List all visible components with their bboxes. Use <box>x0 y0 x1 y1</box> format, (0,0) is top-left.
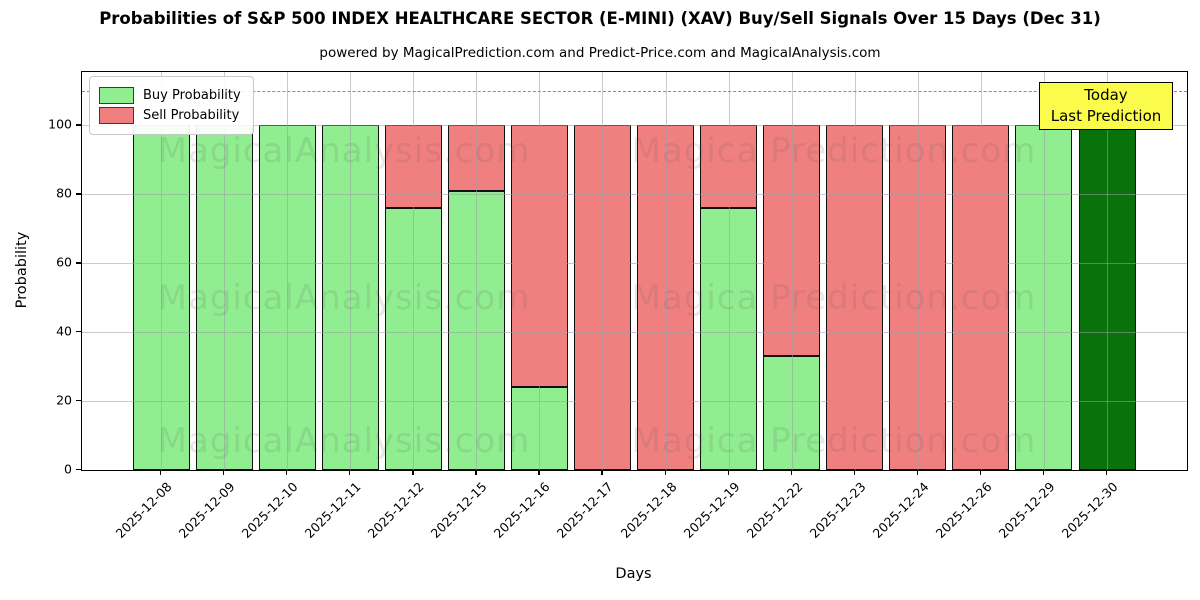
chart-subtitle: powered by MagicalPrediction.com and Pre… <box>319 45 881 61</box>
x-tick <box>286 470 288 476</box>
vertical-gridline <box>224 72 226 470</box>
horizontal-gridline <box>82 401 1187 403</box>
y-tick <box>76 262 81 264</box>
vertical-gridline <box>161 72 162 470</box>
x-tick <box>727 470 729 476</box>
vertical-gridline <box>854 72 856 470</box>
legend-entry-buy: Buy Probability <box>99 87 241 104</box>
watermark-right: Magica Prediction.com <box>631 278 1037 318</box>
y-tick-label: 20 <box>56 392 72 408</box>
vertical-gridline <box>413 72 415 470</box>
y-tick <box>76 400 81 402</box>
y-tick <box>76 469 81 471</box>
legend-buy-label: Buy Probability <box>143 88 241 103</box>
vertical-gridline <box>476 72 478 470</box>
y-tick <box>76 193 81 195</box>
plot-area: Buy Probability Sell Probability Today L… <box>81 71 1188 471</box>
y-tick-label: 40 <box>56 323 72 339</box>
x-tick <box>979 470 982 476</box>
y-tick-label: 60 <box>56 254 72 270</box>
legend: Buy Probability Sell Probability <box>89 76 254 135</box>
horizontal-gridline <box>82 194 1187 196</box>
horizontal-gridline <box>82 263 1187 265</box>
x-tick-label: 2025-12-19 <box>680 479 743 541</box>
x-tick <box>1106 470 1108 476</box>
x-tick-label: 2025-12-11 <box>301 479 364 541</box>
x-tick-label: 2025-12-08 <box>112 479 175 541</box>
x-axis-label: Days <box>615 566 652 582</box>
x-tick-label: 2025-12-23 <box>806 479 869 541</box>
annotation-line2: Last Prediction <box>1050 107 1162 125</box>
watermark-left: MagicalAnalysis.com <box>157 421 531 461</box>
dashed-reference-line <box>82 90 1187 92</box>
x-tick-label: 2025-12-15 <box>427 479 490 541</box>
y-tick <box>76 124 81 126</box>
vertical-gridline <box>602 72 604 470</box>
x-tick-label: 2025-12-30 <box>1058 479 1121 541</box>
x-tick-label: 2025-12-18 <box>617 479 680 541</box>
x-tick-label: 2025-12-29 <box>995 479 1058 541</box>
x-tick <box>160 470 162 476</box>
vertical-gridline <box>917 72 919 470</box>
y-axis-label: Probability <box>14 231 30 309</box>
watermark-right: Magica Prediction.com <box>631 421 1037 461</box>
x-tick <box>538 470 540 476</box>
x-tick-label: 2025-12-22 <box>743 479 806 541</box>
vertical-gridline <box>791 72 793 470</box>
vertical-gridline <box>728 72 730 470</box>
x-tick-label: 2025-12-26 <box>932 479 995 541</box>
x-tick-label: 2025-12-10 <box>238 479 301 541</box>
x-tick <box>601 470 603 476</box>
horizontal-gridline <box>82 125 1187 127</box>
vertical-gridline <box>539 72 541 470</box>
today-annotation: Today Last Prediction <box>1039 82 1173 130</box>
annotation-line1: Today <box>1084 86 1128 104</box>
y-tick-label: 100 <box>48 116 72 132</box>
chart-title: Probabilities of S&P 500 INDEX HEALTHCAR… <box>99 9 1101 28</box>
x-tick <box>853 470 856 476</box>
watermark-right: Magica Prediction.com <box>631 131 1037 171</box>
y-tick <box>76 331 81 333</box>
x-tick <box>475 470 477 476</box>
legend-buy-swatch <box>99 87 134 104</box>
x-tick-label: 2025-12-12 <box>364 479 427 541</box>
x-tick <box>1042 470 1045 476</box>
x-tick <box>916 470 919 476</box>
legend-sell-swatch <box>99 107 134 124</box>
x-tick-label: 2025-12-24 <box>869 479 932 541</box>
x-tick <box>412 470 414 476</box>
y-tick-label: 80 <box>56 185 72 201</box>
watermark-left: MagicalAnalysis.com <box>157 278 531 318</box>
x-tick-label: 2025-12-17 <box>554 479 617 541</box>
x-tick-label: 2025-12-16 <box>491 479 553 541</box>
legend-entry-sell: Sell Probability <box>99 107 241 124</box>
vertical-gridline <box>980 72 982 470</box>
watermark-left: MagicalAnalysis.com <box>157 131 531 171</box>
x-tick <box>223 470 225 476</box>
vertical-gridline <box>350 72 352 470</box>
x-tick-label: 2025-12-09 <box>175 479 238 541</box>
vertical-gridline <box>665 72 667 470</box>
x-tick <box>790 470 792 476</box>
vertical-gridline <box>287 72 289 470</box>
y-tick-label: 0 <box>64 461 72 477</box>
x-tick <box>349 470 351 476</box>
vertical-gridline <box>1043 72 1045 470</box>
legend-sell-label: Sell Probability <box>143 108 240 123</box>
horizontal-gridline <box>82 332 1187 334</box>
vertical-gridline <box>1107 72 1108 470</box>
x-tick <box>664 470 666 476</box>
